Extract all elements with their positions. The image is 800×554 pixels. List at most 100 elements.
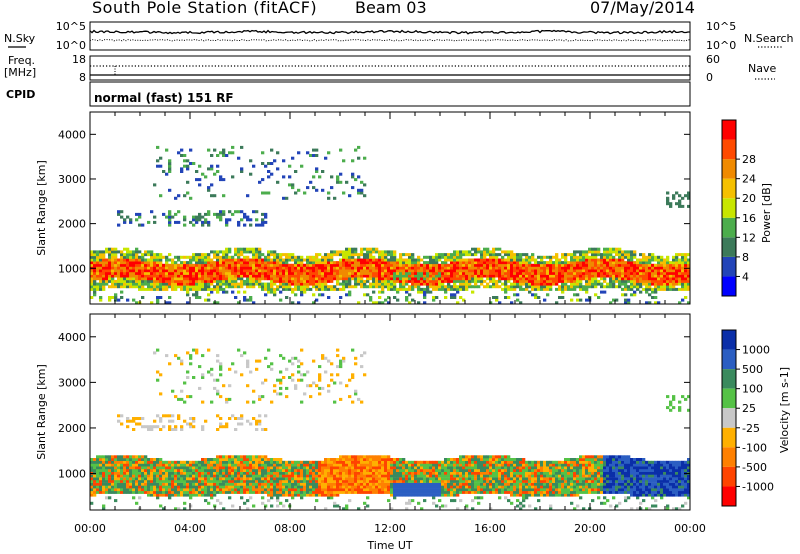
power-cell [456,269,460,273]
power-cell [687,261,691,265]
velocity-cell [261,485,265,489]
frequency-panel-frame [89,55,691,81]
velocity-cell [108,463,112,467]
power-cell [513,277,517,281]
power-cell [543,277,547,281]
velocity-cell [324,370,328,374]
power-cell [618,277,622,281]
power-cell [96,266,100,270]
velocity-cell [213,460,217,464]
power-cell [624,269,628,273]
velocity-cell [153,477,157,481]
power-cell [663,271,667,275]
velocity-cell [153,485,157,489]
power-cell [195,287,199,291]
power-cell [297,271,301,275]
velocity-cell [207,474,211,478]
velocity-cell [108,490,112,494]
velocity-cell [177,490,181,494]
power-cell [594,258,598,262]
power-cell [681,274,685,278]
velocity-cell [159,392,163,396]
velocity-cell [291,488,295,492]
power-cell [390,279,394,283]
power-cell [234,282,238,286]
power-cell [255,277,259,281]
power-cell [153,183,157,187]
power-cell [549,277,553,281]
power-cell [369,274,373,278]
power-cell [219,274,223,278]
power-cell [627,266,631,270]
velocity-cell [291,373,295,377]
power-cell [396,263,400,267]
power-cell [249,277,253,281]
velocity-cell [144,482,148,486]
power-cell [222,194,226,198]
velocity-cell [171,474,175,478]
power-cell [504,279,508,283]
power-cell [198,285,202,289]
velocity-cell [231,471,235,475]
power-colorbar-tick-label: 8 [742,251,749,264]
power-cell [177,220,181,224]
power-cell [363,261,367,265]
power-colorbar-swatch [722,159,736,179]
power-cell [318,282,322,286]
velocity-cell [153,460,157,464]
power-cell [471,290,475,294]
velocity-cell [297,378,301,382]
power-cell [357,279,361,283]
power-cell [360,285,364,289]
velocity-cell [147,488,151,492]
power-cell [342,255,346,259]
power-cell [330,277,334,281]
power-cell [291,271,295,275]
velocity-cell [120,463,124,467]
velocity-cell [336,485,340,489]
velocity-cell [156,477,160,481]
power-cell [111,250,115,254]
power-cell [393,250,397,254]
power-cell [330,186,334,190]
power-cell [447,287,451,291]
power-cell [234,253,238,257]
power-cell [630,277,634,281]
velocity-cell [333,460,337,464]
velocity-cell [312,463,316,467]
velocity-cell [93,460,97,464]
power-cell [459,277,463,281]
velocity-cell [159,471,163,475]
power-cell [303,269,307,273]
power-cell [588,266,592,270]
power-cell [456,301,460,305]
power-cell [186,191,190,195]
velocity-cell [327,466,331,470]
velocity-cell [387,460,391,464]
power-cell [333,261,337,265]
power-cell [654,277,658,281]
power-cell [234,266,238,270]
power-cell [573,271,577,275]
power-cell [429,266,433,270]
power-cell [564,285,568,289]
power-cell [192,277,196,281]
velocity-cell [153,474,157,478]
power-cell [423,266,427,270]
power-cell [357,175,361,179]
velocity-cell [372,466,376,470]
velocity-cell [189,460,193,464]
power-cell [99,269,103,273]
velocity-cell [159,488,163,492]
power-cell [687,253,691,257]
power-cell [327,266,331,270]
power-cell [501,266,505,270]
power-cell [318,269,322,273]
power-cell [606,274,610,278]
velocity-cell [303,490,307,494]
power-cell [507,287,511,291]
velocity-cell [165,485,169,489]
power-cell [534,285,538,289]
power-cell [633,285,637,289]
velocity-cell [174,469,178,472]
